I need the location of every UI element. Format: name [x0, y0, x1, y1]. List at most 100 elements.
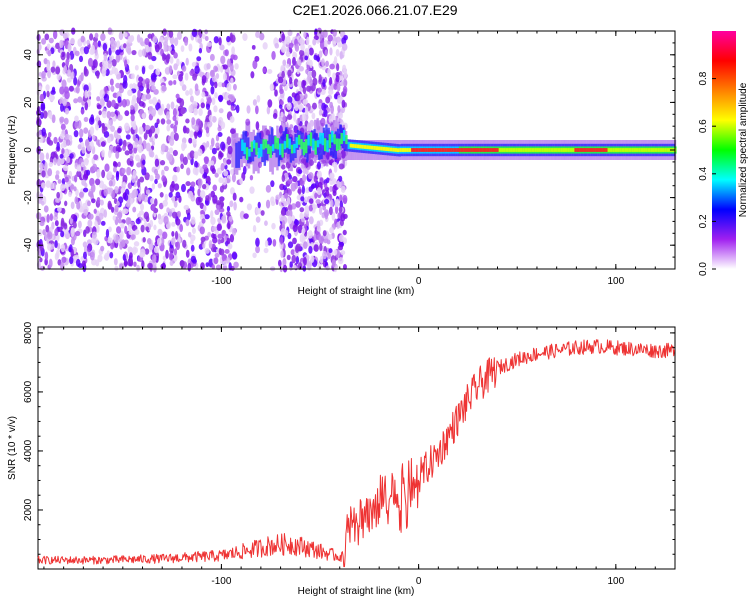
noise-blob — [332, 72, 336, 81]
noise-blob — [329, 173, 335, 180]
noise-blob — [47, 243, 53, 251]
noise-blob — [328, 115, 335, 124]
noise-blob — [110, 85, 115, 93]
noise-blob — [81, 260, 86, 268]
noise-blob — [120, 222, 125, 229]
noise-blob — [269, 83, 275, 92]
noise-blob — [285, 63, 290, 69]
noise-blob — [173, 63, 178, 71]
carrier-core — [307, 134, 310, 146]
noise-blob — [47, 131, 52, 138]
noise-blob — [136, 264, 140, 272]
noise-blob — [281, 219, 286, 229]
noise-blob — [138, 126, 144, 135]
noise-blob — [325, 189, 330, 197]
carrier-peak — [626, 148, 629, 152]
noise-blob — [59, 116, 65, 123]
noise-blob — [231, 46, 236, 55]
noise-blob — [57, 226, 63, 232]
carrier-core — [274, 136, 277, 149]
noise-blob — [144, 124, 151, 131]
carrier-peak — [373, 146, 376, 150]
noise-blob — [70, 213, 77, 220]
carrier-core — [314, 140, 317, 155]
carrier-peak — [359, 144, 362, 149]
noise-blob — [46, 63, 51, 72]
noise-blob — [171, 221, 176, 227]
noise-blob — [155, 68, 161, 76]
noise-blob — [93, 238, 99, 246]
y-tick-label: -40 — [23, 238, 34, 253]
carrier-halo — [233, 128, 237, 175]
carrier-peak — [647, 148, 651, 152]
noise-blob — [117, 161, 121, 168]
noise-blob — [298, 104, 304, 111]
noise-blob — [197, 130, 203, 138]
noise-blob — [41, 70, 46, 79]
noise-blob — [197, 38, 202, 44]
noise-blob — [215, 73, 220, 80]
noise-blob — [93, 154, 99, 161]
noise-blob — [98, 212, 104, 220]
noise-blob — [228, 262, 232, 271]
noise-blob — [224, 49, 229, 57]
noise-blob — [218, 207, 225, 213]
noise-blob — [86, 169, 91, 176]
carrier-peak — [377, 146, 381, 151]
noise-blob — [137, 192, 142, 202]
noise-blob — [166, 119, 172, 125]
noise-blob — [41, 182, 46, 189]
carrier-peak — [581, 148, 584, 152]
carrier-core — [335, 138, 339, 151]
noise-blob — [65, 139, 71, 146]
noise-blob — [49, 182, 55, 190]
noise-blob — [169, 260, 174, 266]
noise-blob — [129, 83, 134, 90]
colorbar-tick-label: 0.4 — [698, 166, 709, 180]
carrier-peak — [609, 148, 613, 152]
carrier-peak — [555, 148, 558, 152]
noise-blob — [142, 159, 146, 166]
carrier-peak — [380, 146, 383, 151]
noise-blob — [94, 220, 98, 227]
noise-blob — [154, 126, 160, 136]
noise-blob — [255, 121, 260, 131]
noise-blob — [293, 112, 297, 122]
noise-blob — [309, 78, 313, 87]
carrier-peak — [486, 148, 490, 152]
noise-blob — [318, 50, 323, 58]
noise-blob — [213, 257, 219, 265]
noise-blob — [333, 83, 338, 91]
noise-blob — [110, 242, 114, 250]
noise-blob — [336, 221, 341, 229]
noise-blob — [61, 79, 67, 89]
noise-blob — [87, 243, 92, 251]
noise-blob — [122, 174, 128, 184]
noise-blob — [295, 201, 301, 208]
noise-blob — [86, 39, 91, 46]
noise-blob — [265, 199, 271, 209]
noise-blob — [141, 193, 146, 202]
noise-blob — [145, 215, 150, 223]
noise-blob — [288, 204, 293, 210]
noise-blob — [107, 59, 113, 69]
noise-blob — [59, 133, 65, 140]
noise-blob — [304, 205, 310, 214]
noise-blob — [229, 169, 235, 175]
noise-blob — [207, 177, 211, 185]
noise-blob — [114, 185, 119, 194]
noise-blob — [193, 151, 199, 160]
noise-blob — [298, 59, 302, 67]
carrier-peak — [463, 148, 466, 152]
carrier-peak — [439, 148, 442, 152]
colorbar-tick-label: 0.0 — [698, 262, 709, 276]
noise-blob — [161, 175, 167, 183]
carrier-peak — [595, 148, 599, 152]
noise-blob — [239, 210, 245, 220]
noise-blob — [56, 191, 60, 199]
noise-blob — [242, 165, 247, 175]
noise-blob — [60, 243, 66, 253]
noise-blob — [199, 202, 204, 210]
noise-blob — [255, 207, 262, 215]
